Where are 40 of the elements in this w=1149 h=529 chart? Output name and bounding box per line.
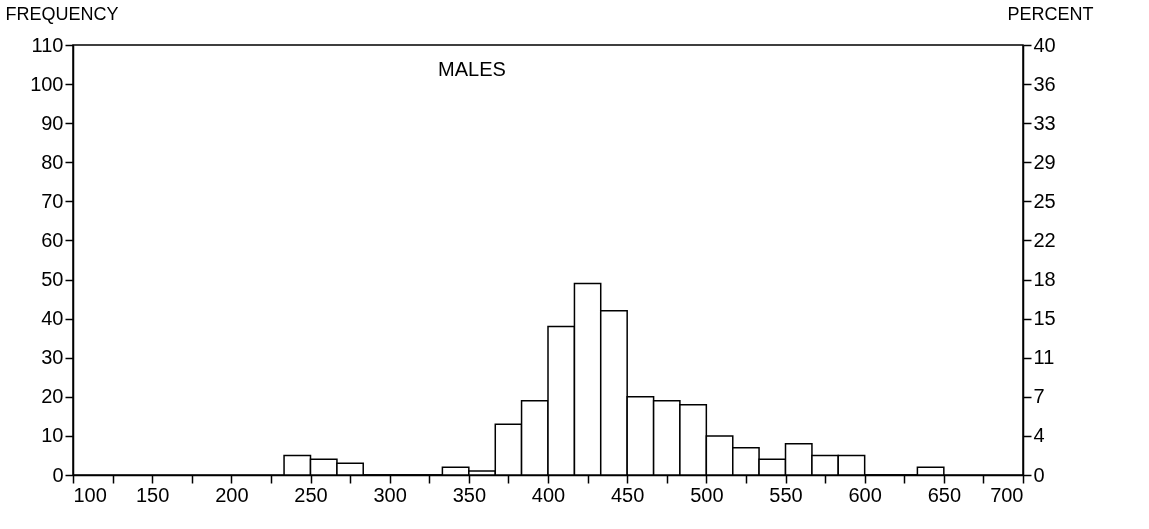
y2-tick-label: 18 xyxy=(1033,268,1056,291)
y2-tick-label: 33 xyxy=(1033,111,1056,134)
x-tick-label: 150 xyxy=(135,483,170,506)
y-axis-title: FREQUENCY xyxy=(5,3,119,24)
x-tick-label: 100 xyxy=(73,483,107,506)
x-tick-label: 650 xyxy=(927,483,962,506)
y-tick-label: 90 xyxy=(41,111,64,134)
y-tick-label: 110 xyxy=(31,33,64,56)
y2-tick-label: 15 xyxy=(1033,307,1056,330)
y2-tick-label: 7 xyxy=(1033,385,1045,408)
y2-tick-label: 11 xyxy=(1033,346,1055,369)
x-tick-label: 400 xyxy=(531,483,566,506)
y-tick-label: 20 xyxy=(41,385,64,408)
x-tick-label: 350 xyxy=(452,483,487,506)
x-tick-label: 250 xyxy=(294,483,328,506)
text: MALES xyxy=(438,58,506,80)
y2-tick-label: 29 xyxy=(1033,150,1056,173)
y2-tick-label: 40 xyxy=(1033,33,1056,56)
y-tick-label: 100 xyxy=(30,72,64,95)
y-tick-label: 40 xyxy=(41,307,64,330)
y-tick-label: 30 xyxy=(41,346,64,369)
x-tick-label: 600 xyxy=(848,483,882,506)
y2-tick-label: 36 xyxy=(1033,72,1056,95)
y2-tick-label: 4 xyxy=(1033,424,1045,447)
x-tick-label: 550 xyxy=(769,483,803,506)
y-tick-label: 10 xyxy=(41,424,64,447)
y-tick-label: 60 xyxy=(41,228,64,251)
y2-tick-label: 25 xyxy=(1033,189,1056,212)
y-tick-label: 80 xyxy=(41,150,64,173)
y-tick-label: 0 xyxy=(52,463,64,486)
x-tick-label: 500 xyxy=(690,483,724,506)
y2-tick-label: 22 xyxy=(1033,228,1056,251)
x-tick-label: 200 xyxy=(215,483,249,506)
x-tick-label: 450 xyxy=(610,483,645,506)
y-tick-label: 50 xyxy=(41,268,64,291)
x-tick-label: 300 xyxy=(373,483,407,506)
y2-axis-title: PERCENT xyxy=(1007,3,1094,24)
x-tick-label: 700 xyxy=(990,483,1024,506)
y2-tick-label: 0 xyxy=(1033,463,1045,486)
y-tick-label: 70 xyxy=(41,189,64,212)
